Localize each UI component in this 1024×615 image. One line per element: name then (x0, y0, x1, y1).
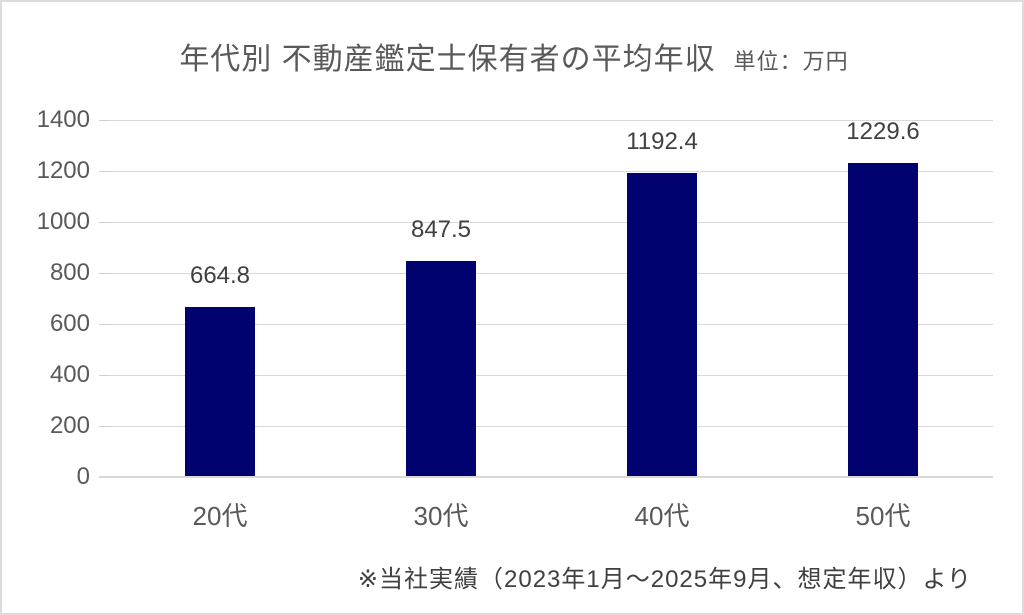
bar-value-30代: 847.5 (410, 216, 472, 243)
gridline-1200 (110, 171, 993, 172)
x-axis-line (99, 476, 993, 478)
x-axis-label-20代: 20代 (192, 501, 248, 531)
y-axis-label-1000: 1000 (36, 208, 90, 235)
chart-title-row: 年代別 不動産鑑定士保有者の平均年収 単位：万円 (2, 34, 1024, 78)
y-axis-label-1200: 1200 (36, 157, 90, 184)
y-axis-tick-1400 (99, 120, 110, 121)
y-axis-label-1400: 1400 (36, 106, 90, 133)
x-axis-label-40代: 40代 (634, 501, 690, 531)
bar-40代 (627, 173, 697, 476)
gridline-1400 (110, 120, 993, 121)
y-axis-label-800: 800 (49, 259, 90, 286)
bar-20代 (185, 307, 255, 476)
x-axis-label-50代: 50代 (855, 501, 911, 531)
chart-title: 年代別 不動産鑑定士保有者の平均年収 (179, 43, 716, 76)
bar-value-20代: 664.8 (189, 262, 251, 289)
gridline-200 (110, 426, 993, 427)
y-axis-label-600: 600 (49, 310, 90, 337)
gridline-1000 (110, 222, 993, 223)
chart-unit-label: 単位：万円 (733, 49, 849, 74)
y-axis-label-0: 0 (76, 463, 90, 490)
bar-30代 (406, 261, 476, 476)
bar-50代 (848, 163, 918, 476)
y-axis-label-200: 200 (49, 412, 90, 439)
x-axis-label-30代: 30代 (413, 501, 469, 531)
bar-value-40代: 1192.4 (626, 128, 698, 155)
y-axis-tick-1000 (99, 222, 110, 223)
gridline-800 (110, 273, 993, 274)
source-note: ※当社実績（2023年1月～2025年9月、想定年収）より (357, 566, 972, 593)
gridline-600 (110, 324, 993, 325)
y-axis-tick-800 (99, 273, 110, 274)
y-axis-tick-400 (99, 375, 110, 376)
gridline-400 (110, 375, 993, 376)
bar-value-50代: 1229.6 (846, 118, 920, 145)
y-axis-tick-200 (99, 426, 110, 427)
y-axis-tick-1200 (99, 171, 110, 172)
y-axis-label-400: 400 (49, 361, 90, 388)
y-axis-tick-600 (99, 324, 110, 325)
